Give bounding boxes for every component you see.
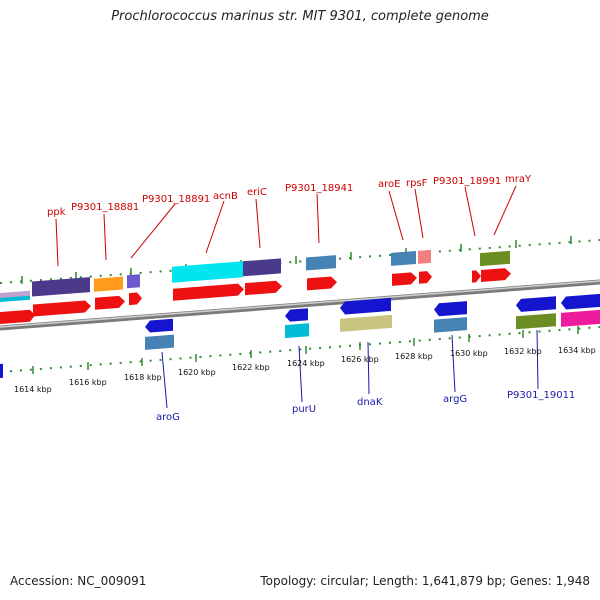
gene-label: dnaK: [357, 397, 383, 408]
topology-text: Topology: circular; Length: 1,641,879 bp…: [260, 574, 590, 588]
tick-label: 1626 kbp: [341, 355, 379, 364]
bottom-label-leaders: [161, 329, 539, 409]
gene-label: eriC: [247, 187, 267, 198]
gene-label: rpsF: [406, 178, 428, 189]
gene-label: aroE: [378, 179, 400, 190]
genome-backbone: [0, 279, 600, 331]
tick-labels: 1614 kbp 1616 kbp 1618 kbp 1620 kbp 1622…: [14, 346, 596, 394]
tick-label: 1634 kbp: [558, 346, 596, 355]
gene-label: P9301_18991: [433, 176, 501, 187]
gene-label: P9301_18881: [71, 202, 139, 213]
inner-major-ticks: [32, 326, 579, 374]
gene-label: aroG: [156, 412, 180, 423]
outer-dotted-ruler: [0, 239, 600, 284]
gene-label: purU: [292, 404, 316, 415]
tick-label: 1620 kbp: [178, 368, 216, 377]
gene-label: P9301_18941: [285, 183, 353, 194]
tick-label: 1616 kbp: [69, 378, 107, 387]
top-label-leaders: [55, 185, 517, 267]
gene-label: ppk: [47, 207, 66, 218]
gene-label: acnB: [213, 191, 238, 202]
gene-label: P9301_19011: [507, 390, 575, 401]
bottom-strand-features: [0, 293, 600, 378]
tick-label: 1630 kbp: [450, 349, 488, 358]
tick-label: 1624 kbp: [287, 359, 325, 368]
tick-label: 1618 kbp: [124, 373, 162, 382]
map-title: Prochlorococcus marinus str. MIT 9301, c…: [111, 9, 489, 24]
tick-label: 1632 kbp: [504, 347, 542, 356]
top-gene-labels: ppk P9301_18881 P9301_18891 acnB eriC P9…: [47, 174, 532, 218]
top-strand-features: [0, 249, 511, 324]
accession-text: Accession: NC_009091: [10, 574, 147, 588]
bottom-gene-labels: aroG purU dnaK argG P9301_19011: [156, 390, 575, 423]
inner-dotted-ruler: [0, 326, 600, 373]
gene-label: argG: [443, 394, 467, 405]
tick-label: 1628 kbp: [395, 352, 433, 361]
tick-label: 1614 kbp: [14, 385, 52, 394]
tick-label: 1622 kbp: [232, 363, 270, 372]
gene-label: P9301_18891: [142, 194, 210, 205]
gene-label: mraY: [505, 174, 532, 185]
